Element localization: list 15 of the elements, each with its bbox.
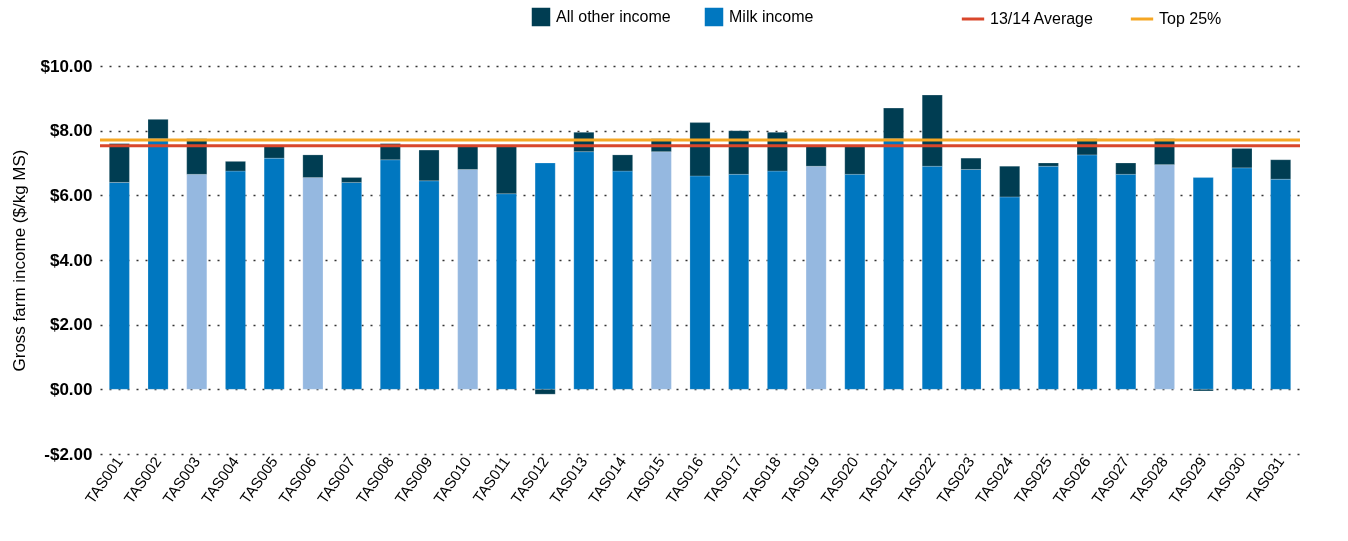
legend-label: All other income: [556, 8, 671, 25]
y-tick-label: $2.00: [49, 315, 93, 335]
y-tick-label: $8.00: [49, 121, 93, 141]
legend-label: Top 25%: [1159, 10, 1222, 27]
y-tick-label: $10.00: [40, 56, 93, 76]
legend-label: 13/14 Average: [990, 10, 1094, 27]
bar: [883, 107, 904, 139]
legend-label: Milk income: [729, 8, 814, 25]
bar: [1192, 177, 1214, 390]
y-tick-label: $4.00: [49, 250, 93, 270]
y-tick-label: $0.00: [49, 379, 93, 399]
bar: [147, 119, 169, 139]
bar: [1038, 165, 1059, 390]
y-axis-title: Gross farm income ($/kg MS): [9, 149, 29, 372]
y-tick-label: $6.00: [49, 185, 93, 205]
